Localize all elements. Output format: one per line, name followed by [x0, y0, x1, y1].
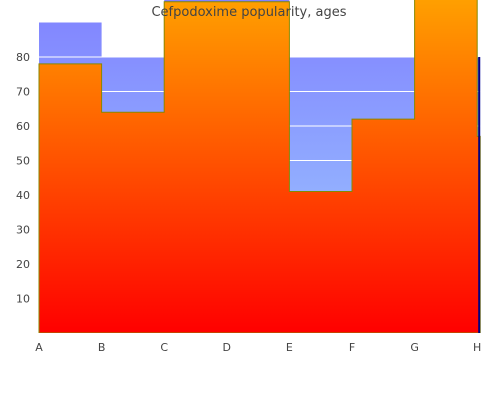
x-tick-label: B: [98, 341, 106, 354]
y-tick-label: 70: [16, 86, 30, 99]
y-tick-label: 10: [16, 293, 30, 306]
x-tick-label: D: [223, 341, 231, 354]
y-tick-label: 60: [16, 120, 30, 133]
x-tick-label: G: [410, 341, 419, 354]
y-tick-label: 50: [16, 155, 30, 168]
front-series-area: [38, 0, 481, 333]
x-tick-label: C: [160, 341, 168, 354]
y-axis-ticks: 10 20 30 40 50 60 70 80: [16, 51, 30, 306]
x-tick-label: F: [349, 341, 355, 354]
x-tick-label: E: [286, 341, 293, 354]
y-tick-label: 20: [16, 258, 30, 271]
chart-title: Cefpodoxime popularity, ages: [151, 5, 346, 20]
x-tick-label: H: [473, 341, 481, 354]
y-tick-label: 40: [16, 189, 30, 202]
x-axis-ticks: A B C D E F G H: [35, 341, 481, 354]
x-tick-label: A: [35, 341, 43, 354]
y-tick-label: 80: [16, 51, 30, 64]
front-series: [38, 0, 481, 333]
y-tick-label: 30: [16, 224, 30, 237]
